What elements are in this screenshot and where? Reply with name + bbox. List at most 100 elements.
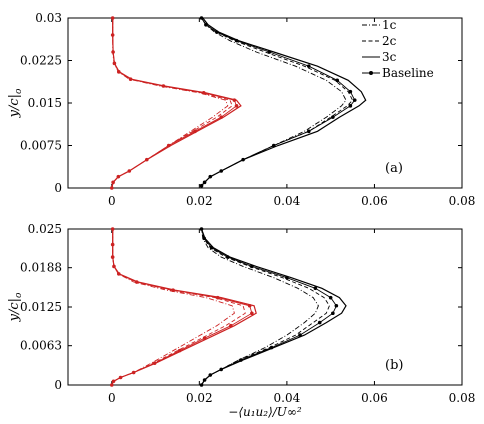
series-marker [202,180,207,185]
series-marker [116,272,121,276]
legend-entry: 3c [382,50,397,64]
series-marker [352,98,357,102]
series-marker [111,180,115,185]
y-tick-label: 0 [54,378,62,392]
y-tick-label: 0.03 [35,11,62,25]
series-marker [234,38,239,43]
x-tick-label: 0.04 [274,391,301,405]
series-marker [109,383,114,387]
y-axis-label: y/c|o [7,88,24,118]
series-marker [335,78,340,83]
series-marker [215,295,220,300]
y-tick-label: 0.0225 [20,54,62,68]
series-marker [131,370,136,375]
series-line-black-solid-marker [201,228,337,386]
series-marker [208,373,213,377]
series-line-black-solid [200,228,347,386]
legend-marker [369,71,373,75]
x-tick-label: 0.06 [361,391,388,405]
x-tick-label: 0.02 [186,391,213,405]
series-marker [306,64,311,68]
series-marker [202,336,207,341]
series-line-red-solid-marker [111,229,253,386]
series-marker [334,303,339,308]
series-marker [331,115,335,119]
legend-entry: Baseline [382,66,434,80]
x-tick-label: 0.02 [186,194,213,208]
series-marker [219,115,224,119]
series-marker [234,104,239,108]
series-marker [199,16,204,20]
panel-label: (a) [385,161,403,176]
y-tick-label: 0 [54,181,62,195]
y-tick-label: 0.0188 [20,261,62,275]
series-marker [199,383,204,387]
series-line-black-solid [201,17,367,187]
series-marker [110,16,115,20]
series-marker [317,320,322,325]
series-marker [239,358,243,362]
y-tick-label: 0.025 [28,222,62,236]
series-marker [232,98,237,102]
series-marker [328,295,333,300]
series-marker [298,333,302,337]
series-marker [229,323,233,328]
series-marker [112,61,117,66]
series-marker [110,255,115,259]
series-marker [209,245,214,250]
series-marker [219,169,224,173]
series-marker [199,183,204,188]
series-line-red-solid-marker [111,18,238,189]
series-marker [193,129,197,134]
series-marker [204,23,208,27]
series-marker [127,169,132,173]
y-tick-label: 0.0125 [20,300,62,314]
series-marker [199,227,204,231]
series-line-red-dashdot [111,229,235,386]
series-marker [215,30,219,34]
series-marker [225,255,230,259]
series-marker [116,70,121,74]
series-marker [208,174,213,179]
series-line-black-solid-marker [201,17,356,187]
y-tick-label: 0.0075 [20,139,62,153]
panel-a: 0 0.02 0.04 0.06 0.08 0 0.0075 0.015 0.0225 0.03 y… [7,11,475,208]
x-tick-label: 0.08 [449,194,476,208]
series-line-red-solid [111,229,257,386]
series-line-black-dashed [201,17,354,187]
series-marker [111,50,115,54]
series-marker [166,143,171,148]
series-line-red-dashed [111,18,233,189]
x-tick-label: 0.04 [274,194,301,208]
panel-label: (b) [385,358,403,373]
series-marker [285,275,289,280]
y-axis-label: y/c|o [7,292,24,322]
series-marker [161,84,166,88]
series-marker [110,227,115,231]
series-marker [171,288,175,292]
legend-entry: 2c [382,34,397,48]
series-line-black-dashdot [201,17,347,187]
series-marker [313,286,318,291]
series-marker [331,311,335,316]
series-marker [348,89,353,94]
series-marker [116,174,121,179]
x-tick-label: 0.08 [449,391,476,405]
series-marker [202,378,207,382]
series-marker [348,104,353,108]
series-marker [250,264,254,269]
series-marker [134,280,139,284]
x-tick-label: 0 [108,194,116,208]
series-marker [250,311,254,316]
series-marker [118,375,123,380]
x-tick-label: 0 [108,391,116,405]
series-marker [128,77,133,81]
y-tick-label: 0.0063 [20,339,62,353]
series-marker [201,91,206,95]
series-marker [219,367,224,372]
series-marker [111,379,116,384]
series-marker [267,50,272,54]
series-marker [306,129,311,134]
y-tick-label: 0.015 [28,96,62,110]
series-marker [110,242,115,247]
